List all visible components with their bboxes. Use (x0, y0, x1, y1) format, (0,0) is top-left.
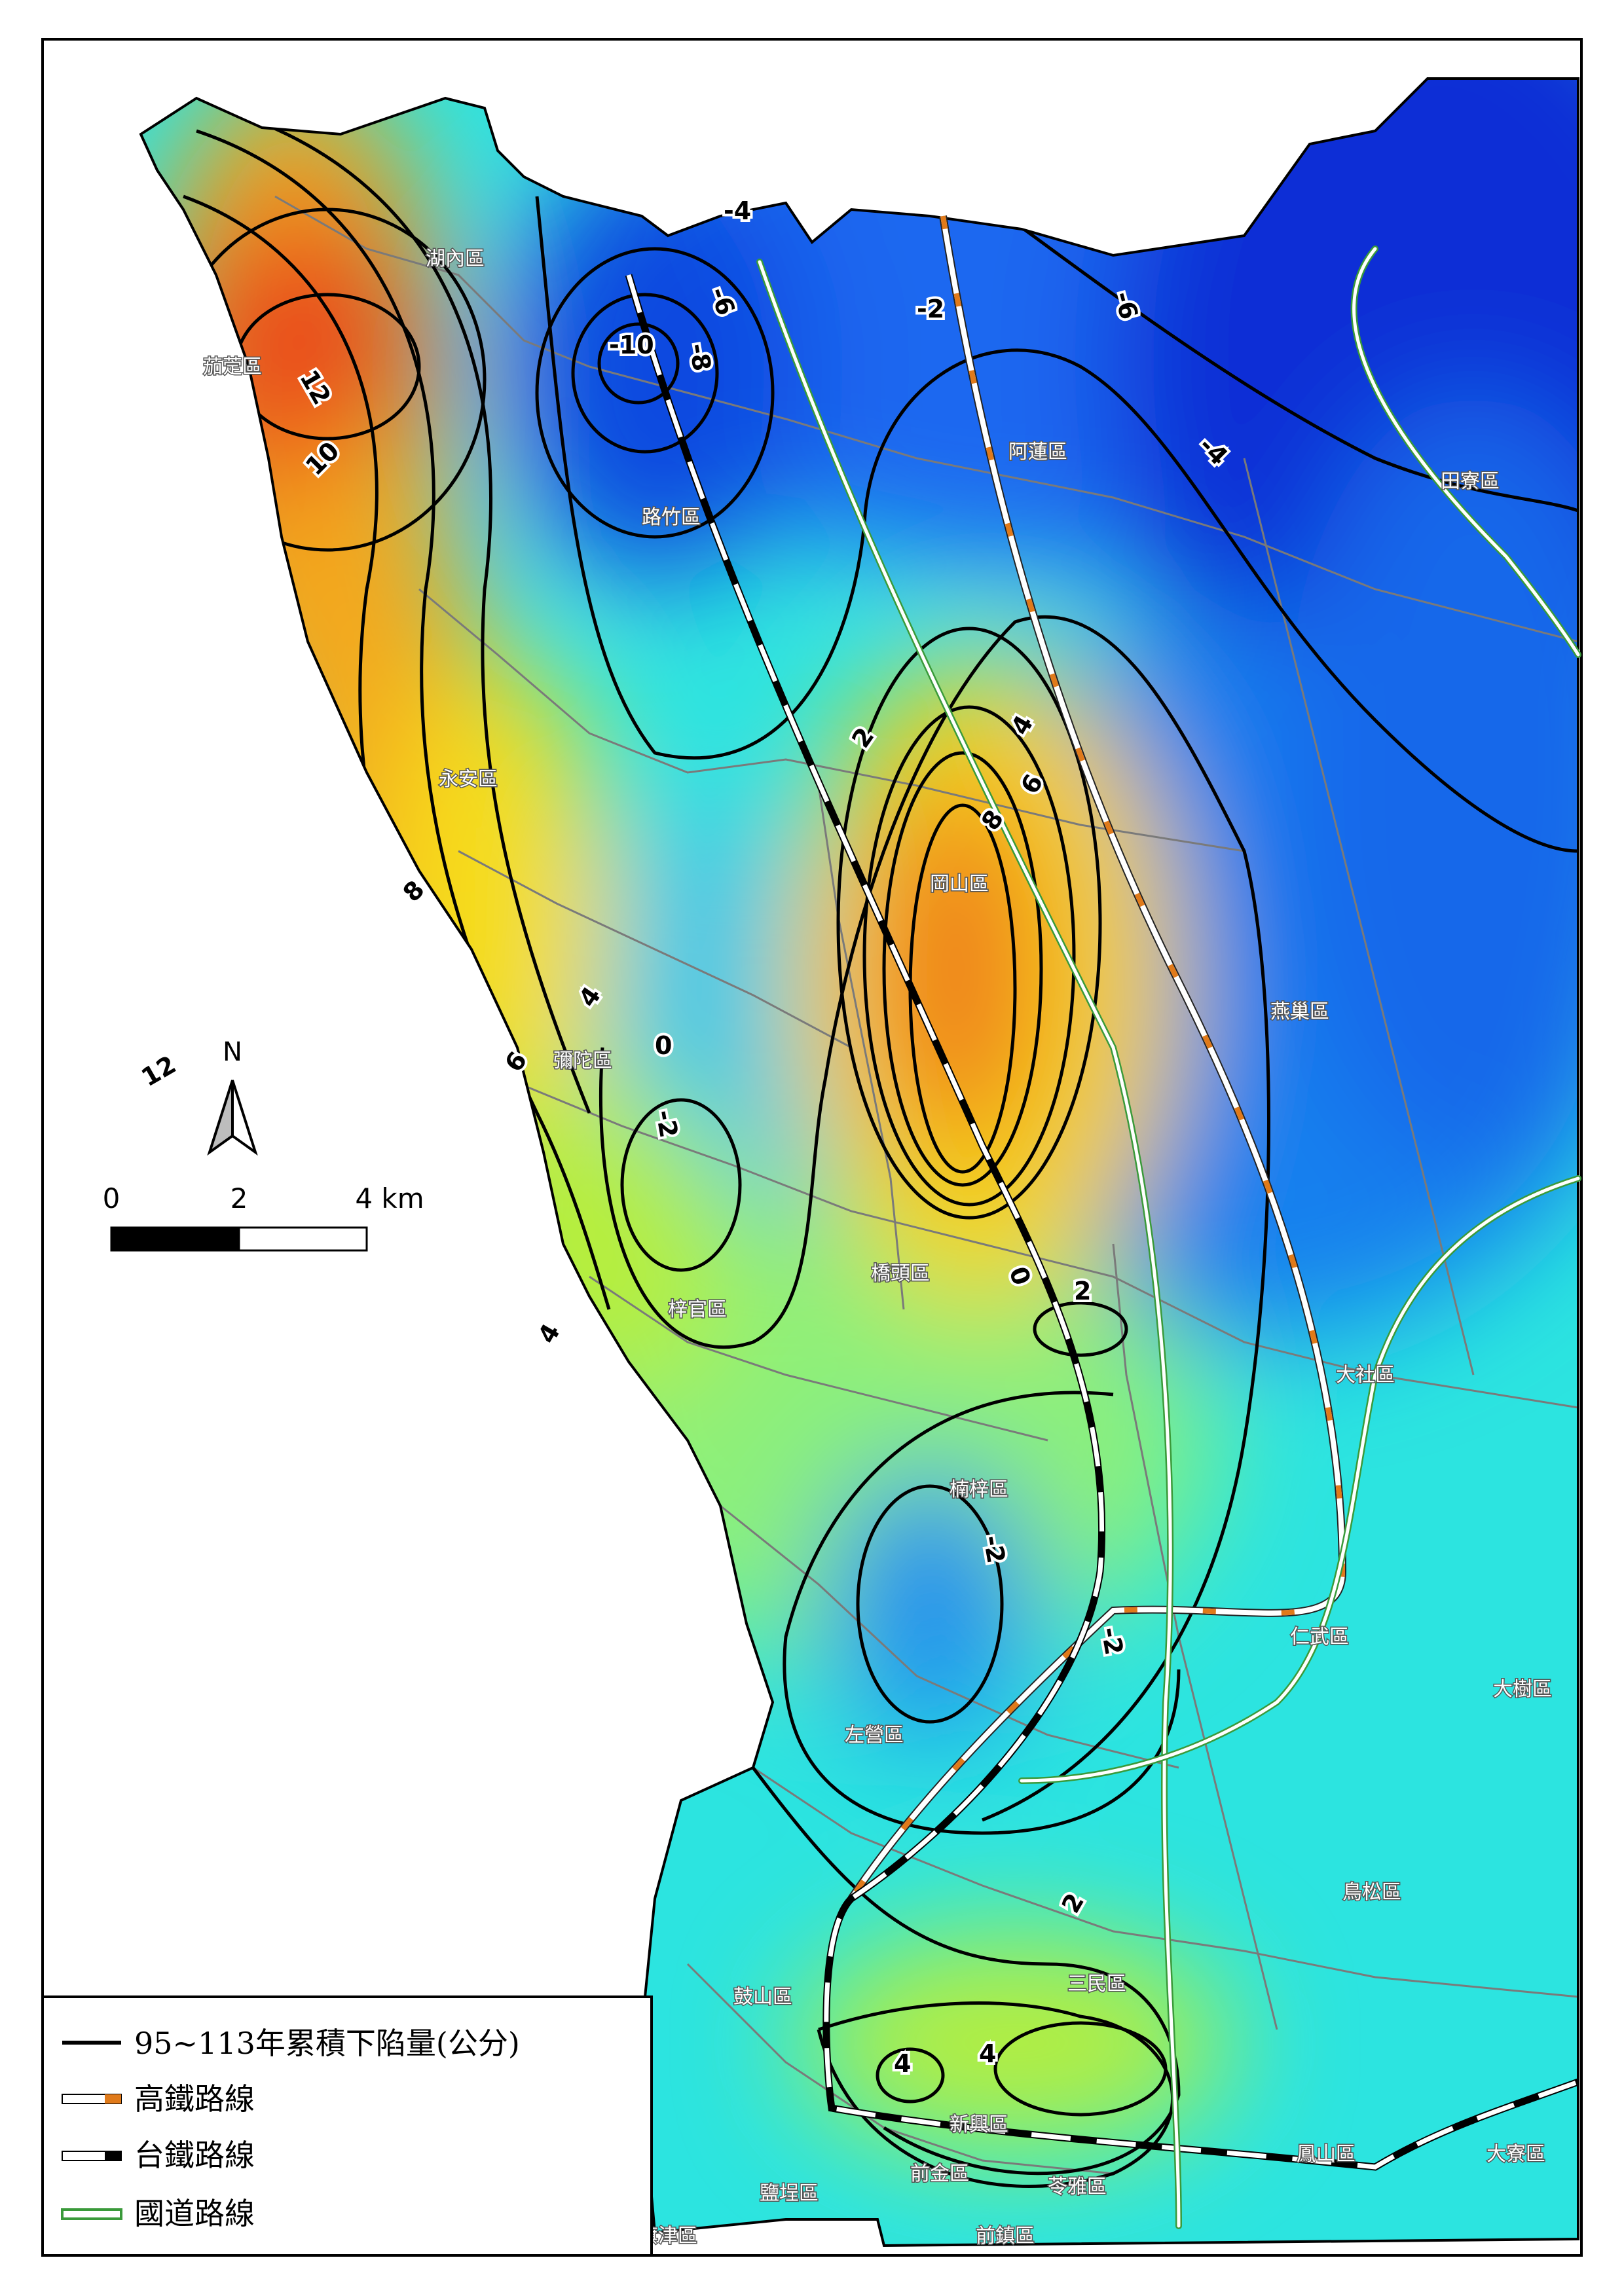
district-label: 前金區 (910, 2162, 969, 2185)
tra-line (625, 274, 1579, 2171)
district-label: 燕巢區 (1270, 1000, 1329, 1023)
district-label: 鳥松區 (1342, 1881, 1401, 1904)
contour-label: 0 (655, 1031, 672, 1060)
district-label: 鼓山區 (733, 1986, 792, 2009)
district-label: 新興區 (950, 2113, 1008, 2136)
district-label: 永安區 (439, 768, 498, 791)
district-label: 鳳山區 (1297, 2143, 1356, 2166)
district-boundaries (274, 195, 1578, 2175)
district-label: 大社區 (1336, 1364, 1395, 1387)
contour-label: -2 (1096, 1625, 1129, 1657)
district-label: 三民區 (1067, 1973, 1126, 1995)
contour-label: 2 (1074, 1277, 1091, 1305)
legend-box (41, 1995, 653, 2257)
legend-hsr-symbol (62, 2094, 122, 2104)
contour-label: 4 (894, 2049, 911, 2078)
scale-tick-0: 0 (103, 1182, 120, 1214)
scale-bar: 0 2 4 km (103, 1182, 424, 1252)
contour-label: -4 (724, 196, 751, 225)
district-label: 田寮區 (1441, 470, 1500, 493)
district-label: 仁武區 (1290, 1626, 1349, 1649)
legend-item-freeway: 國道路線 (134, 2196, 255, 2231)
contour-label: -10 (609, 331, 654, 359)
contour-label: -2 (650, 1108, 684, 1140)
district-label: 岡山區 (930, 873, 989, 896)
north-arrow-label: N (223, 1037, 242, 1067)
district-labels: 湖內區 茄萣區 路竹區 阿蓮區 田寮區 永安區 岡山區 燕巢區 彌陀區 梓官區 … (202, 247, 1553, 2249)
freeway-lines (756, 246, 1581, 2229)
contour-label: -2 (917, 295, 944, 323)
district-label: 梓官區 (668, 1298, 727, 1321)
district-label: 大樹區 (1493, 1678, 1552, 1701)
legend-item-subsidence: 95~113年累積下陷量(公分) (134, 2026, 520, 2061)
district-label: 彌陀區 (553, 1049, 612, 1072)
legend-item-tra: 台鐵路線 (134, 2138, 255, 2173)
north-arrow: N (207, 1037, 258, 1156)
scale-tick-4: 4 km (355, 1182, 424, 1214)
legend-item-hsr: 高鐵路線 (134, 2081, 255, 2117)
district-label: 楠梓區 (950, 1478, 1008, 1501)
legend-freeway-symbol (61, 2208, 122, 2220)
district-label: 左營區 (845, 1724, 904, 1747)
legend: 95~113年累積下陷量(公分) 高鐵路線 台鐵路線 國道路線 (41, 1995, 653, 2257)
district-label: 茄萣區 (203, 355, 262, 378)
district-label: 大寮區 (1486, 2143, 1545, 2166)
district-label: 鹽埕區 (760, 2182, 819, 2205)
contour-label: -2 (978, 1533, 1011, 1565)
district-label: 路竹區 (642, 506, 701, 529)
district-label: 橋頭區 (871, 1262, 930, 1285)
district-label: 苓雅區 (1048, 2176, 1107, 2198)
district-label: 湖內區 (426, 247, 485, 270)
district-label: 阿蓮區 (1008, 441, 1067, 464)
scale-tick-2: 2 (231, 1182, 248, 1214)
contour-label: 4 (979, 2039, 996, 2068)
district-label: 前鎮區 (976, 2225, 1035, 2248)
hsr-line (848, 215, 1347, 1901)
legend-tra-symbol (62, 2151, 122, 2161)
contour-label: -8 (684, 341, 717, 373)
